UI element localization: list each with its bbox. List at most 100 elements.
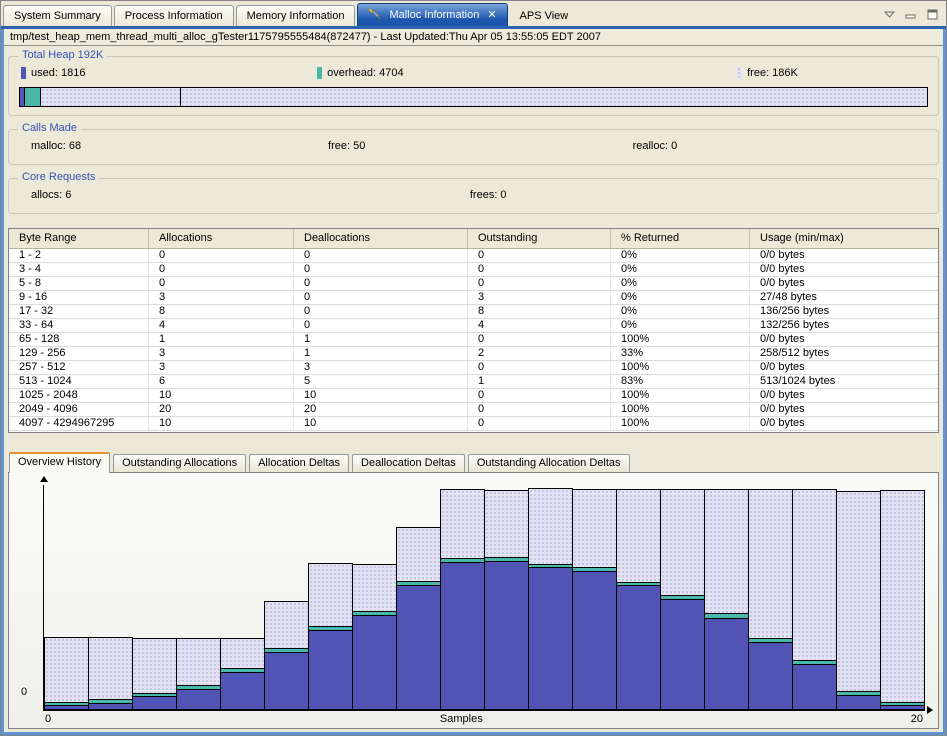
column-header-outstanding[interactable]: Outstanding — [468, 229, 611, 248]
tab-label: System Summary — [14, 10, 101, 22]
table-cell: 0/0 bytes — [760, 263, 805, 275]
table-cell: 0/0 bytes — [760, 361, 805, 373]
chart-bar-sample-5 — [220, 638, 265, 710]
chart-bar-sample-12 — [528, 488, 573, 710]
chart-bar-sample-17 — [748, 489, 793, 710]
column-header-allocations[interactable]: Allocations — [149, 229, 294, 248]
tab-aps-view[interactable]: APS View — [510, 5, 579, 26]
tab-outstanding-allocations[interactable]: Outstanding Allocations — [113, 454, 247, 472]
byte-range-table-body: 1 - 2 0 0 0 0% 0/0 bytes 3 - 4 0 0 0 0% 0/0 bytes 5 … — [9, 249, 938, 431]
bar-used-segment — [397, 586, 440, 709]
view-menu-icon[interactable] — [882, 9, 896, 20]
table-row[interactable]: 513 - 1024 6 5 1 83% 513/1024 bytes — [9, 375, 938, 389]
bar-used-segment — [89, 704, 132, 709]
table-cell: 83% — [611, 375, 750, 388]
active-tab-underline — [1, 26, 946, 29]
table-cell: 10 — [149, 417, 294, 430]
heap-overhead-segment — [25, 88, 41, 106]
table-row[interactable]: 65 - 128 1 1 0 100% 0/0 bytes — [9, 333, 938, 347]
x-axis-start-label: 0 — [45, 713, 52, 725]
heap-legend-item: free: 186K — [737, 67, 798, 79]
chart-bar-sample-19 — [836, 491, 881, 710]
table-row[interactable]: 17 - 32 8 0 8 0% 136/256 bytes — [9, 305, 938, 319]
table-row[interactable]: 9 - 16 3 0 3 0% 27/48 bytes — [9, 291, 938, 305]
table-row[interactable]: 4097 - 4294967295 10 10 0 100% 0/0 bytes — [9, 417, 938, 431]
table-row[interactable]: 257 - 512 3 3 0 100% 0/0 bytes — [9, 361, 938, 375]
table-cell: 0 — [294, 305, 468, 318]
chart-bar-sample-14 — [616, 489, 661, 710]
minimize-icon[interactable] — [904, 9, 918, 20]
column-header-usage-min-max-[interactable]: Usage (min/max) — [760, 232, 844, 244]
column-header--returned[interactable]: % Returned — [611, 229, 750, 248]
tab-label: APS View — [519, 9, 569, 22]
chart-bar-sample-6 — [264, 601, 309, 710]
tab-malloc-information[interactable]: Malloc Information ✕ — [357, 3, 508, 26]
tab-outstanding-allocation-deltas[interactable]: Outstanding Allocation Deltas — [467, 454, 630, 472]
chart-bar-sample-9 — [396, 527, 441, 710]
tab-overview-history[interactable]: Overview History — [9, 452, 111, 473]
bar-used-segment — [441, 563, 484, 709]
tab-system-summary[interactable]: System Summary — [3, 5, 112, 26]
table-cell: 10 — [149, 389, 294, 402]
chart-bar-sample-10 — [440, 489, 485, 710]
table-row[interactable]: 1025 - 2048 10 10 0 100% 0/0 bytes — [9, 389, 938, 403]
table-cell: 0/0 bytes — [760, 403, 805, 415]
table-cell: 2 — [468, 347, 611, 360]
table-cell: 0 — [294, 319, 468, 332]
table-cell: 129 - 256 — [9, 347, 149, 360]
chart-bar-sample-4 — [176, 638, 221, 710]
table-cell: 100% — [611, 417, 750, 430]
view-toolbar — [882, 9, 940, 26]
bar-overhead-segment — [45, 702, 88, 706]
table-cell: 20 — [149, 403, 294, 416]
stat-item: realloc: 0 — [632, 140, 678, 152]
table-cell: 0 — [468, 417, 611, 430]
bar-used-segment — [617, 586, 660, 709]
table-row[interactable]: 5 - 8 0 0 0 0% 0/0 bytes — [9, 277, 938, 291]
table-cell: 0/0 bytes — [760, 249, 805, 261]
bar-overhead-segment — [353, 611, 396, 616]
table-cell: 4 — [468, 319, 611, 332]
core-requests-stats: allocs: 6 frees: 0 — [19, 189, 928, 204]
table-row[interactable]: 3 - 4 0 0 0 0% 0/0 bytes — [9, 263, 938, 277]
bar-used-segment — [221, 673, 264, 709]
table-cell: 8 — [149, 305, 294, 318]
bar-used-segment — [793, 665, 836, 709]
table-row[interactable]: 2049 - 4096 20 20 0 100% 0/0 bytes — [9, 403, 938, 417]
chart-bar-sample-7 — [308, 563, 353, 710]
bar-overhead-segment — [793, 660, 836, 665]
table-cell: 0/0 bytes — [760, 277, 805, 289]
table-cell: 3 — [149, 347, 294, 360]
bar-used-segment — [177, 690, 220, 709]
chart-bar-sample-8 — [352, 564, 397, 710]
tab-memory-information[interactable]: Memory Information — [235, 5, 356, 26]
close-tab-icon[interactable]: ✕ — [487, 8, 497, 21]
tab-allocation-deltas[interactable]: Allocation Deltas — [249, 454, 350, 472]
calls-made-title: Calls Made — [18, 122, 82, 134]
table-row[interactable]: 129 - 256 3 1 2 33% 258/512 bytes — [9, 347, 938, 361]
bar-used-segment — [529, 568, 572, 709]
tab-process-information[interactable]: Process Information — [113, 5, 234, 26]
calls-made-group: Calls Made malloc: 68 free: 50 realloc: 0 — [8, 122, 939, 165]
table-cell: 513 - 1024 — [9, 375, 149, 388]
table-row[interactable]: 1 - 2 0 0 0 0% 0/0 bytes — [9, 249, 938, 263]
table-cell: 4097 - 4294967295 — [9, 417, 149, 430]
table-cell: 0 — [468, 263, 611, 276]
table-cell: 0 — [468, 249, 611, 262]
bar-used-segment — [133, 697, 176, 709]
table-cell: 0 — [149, 249, 294, 262]
tab-deallocation-deltas[interactable]: Deallocation Deltas — [352, 454, 465, 472]
table-row[interactable]: 33 - 64 4 0 4 0% 132/256 bytes — [9, 319, 938, 333]
bar-used-segment — [837, 696, 880, 709]
column-header-deallocations[interactable]: Deallocations — [294, 229, 468, 248]
column-header-byte-range[interactable]: Byte Range — [9, 229, 149, 248]
table-cell: 0 — [468, 389, 611, 402]
maximize-icon[interactable] — [926, 9, 940, 20]
stat-item: allocs: 6 — [31, 189, 72, 201]
legend-label: overhead: 4704 — [327, 67, 404, 79]
table-cell: 10 — [294, 417, 468, 430]
chart-bar-sample-16 — [704, 489, 749, 710]
bar-used-segment — [309, 631, 352, 709]
bar-overhead-segment — [749, 638, 792, 643]
